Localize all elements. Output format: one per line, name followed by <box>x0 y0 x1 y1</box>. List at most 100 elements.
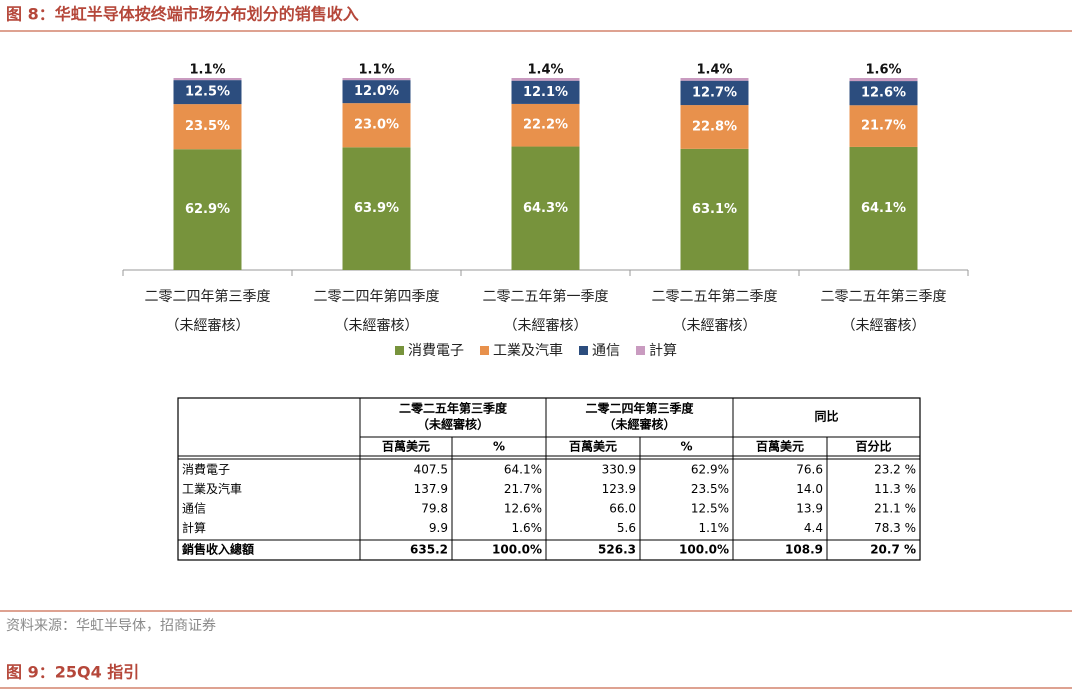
table-unit: % <box>493 440 505 454</box>
table-cell: 100.0% <box>492 543 542 557</box>
x-tick-label: （未經審核） <box>842 318 926 334</box>
table-cell: 78.3 % <box>874 521 916 535</box>
table-cell: 5.6 <box>617 521 636 535</box>
table-unit: 百萬美元 <box>569 439 617 454</box>
table-group-header: （未經審核） <box>417 417 489 432</box>
value-label: 12.5% <box>185 85 230 100</box>
table-cell: 108.9 <box>785 543 823 557</box>
table-unit: 百分比 <box>855 439 891 454</box>
x-tick-label: （未經審核） <box>335 318 419 334</box>
bar-segment <box>849 81 918 106</box>
value-label: 21.7% <box>861 119 906 134</box>
table-cell: 13.9 <box>796 502 823 516</box>
value-label: 62.9% <box>185 202 230 217</box>
table-cell: 1.1% <box>699 521 730 535</box>
bar-segment <box>342 147 411 270</box>
table-unit: 百萬美元 <box>756 439 804 454</box>
table-cell: 76.6 <box>796 463 823 477</box>
bar-segment <box>511 80 580 104</box>
table-cell: 12.6% <box>504 502 542 516</box>
legend-label: 計算 <box>649 343 677 359</box>
x-tick-label: 二零二五年第一季度 <box>483 288 609 305</box>
value-label: 1.4% <box>696 63 732 78</box>
table-cell: 330.9 <box>602 463 636 477</box>
table-cell: 123.9 <box>602 482 636 496</box>
bar-segment <box>511 146 580 270</box>
table-cell: 62.9% <box>691 463 729 477</box>
legend-swatch <box>395 346 404 355</box>
table-cell: 9.9 <box>429 521 448 535</box>
x-tick-label: （未經審核） <box>504 318 588 334</box>
bar-segment <box>342 78 411 81</box>
bar-segment <box>342 103 411 148</box>
x-tick-label: 二零二四年第四季度 <box>314 288 440 305</box>
table-cell: 1.6% <box>512 521 543 535</box>
bar-segment <box>342 80 411 104</box>
table-cell: 23.2 % <box>874 463 916 477</box>
table-cell: 21.1 % <box>874 502 916 516</box>
value-label: 63.9% <box>354 201 399 216</box>
table-cell: 4.4 <box>804 521 823 535</box>
value-label: 12.1% <box>523 85 568 100</box>
table-cell: 12.5% <box>691 502 729 516</box>
value-label: 12.7% <box>692 85 737 100</box>
table-cell: 20.7 % <box>870 543 916 557</box>
table-cell: 工業及汽車 <box>182 481 242 496</box>
legend-swatch <box>480 346 489 355</box>
bar-segment <box>173 149 242 270</box>
bar-segment <box>849 146 918 270</box>
bar-segment <box>849 105 918 147</box>
table-cell: 11.3 % <box>874 482 916 496</box>
bar-segment <box>680 80 749 106</box>
table-cell: 通信 <box>182 502 206 516</box>
table-cell: 消費電子 <box>182 462 230 477</box>
bar-segment <box>680 148 749 270</box>
legend-label: 工業及汽車 <box>493 342 563 359</box>
value-label: 22.8% <box>692 119 737 134</box>
table-cell: 79.8 <box>421 502 448 516</box>
table-cell: 21.7% <box>504 482 542 496</box>
value-label: 23.0% <box>354 118 399 133</box>
table-cell: 100.0% <box>679 543 729 557</box>
table-cell: 23.5% <box>691 482 729 496</box>
table-group-header: （未經審核） <box>603 417 675 432</box>
value-label: 23.5% <box>185 119 230 134</box>
legend-label: 消費電子 <box>408 343 464 359</box>
value-label: 63.1% <box>692 202 737 217</box>
legend-label: 通信 <box>592 343 620 359</box>
value-label: 12.6% <box>861 86 906 101</box>
value-label: 64.3% <box>523 201 568 216</box>
table-cell: 526.3 <box>598 543 636 557</box>
value-label: 64.1% <box>861 201 906 216</box>
table-cell: 計算 <box>182 520 206 535</box>
table-group-header: 同比 <box>814 409 838 424</box>
table-unit: 百萬美元 <box>382 439 430 454</box>
value-label: 1.1% <box>189 63 225 78</box>
next-figure-title: 图 9：25Q4 指引 <box>6 663 139 682</box>
value-label: 1.4% <box>527 63 563 78</box>
bar-segment <box>173 78 242 81</box>
bar-segment <box>511 78 580 81</box>
table-cell: 635.2 <box>410 543 448 557</box>
x-tick-label: 二零二五年第三季度 <box>821 288 947 305</box>
figure-title: 图 8：华虹半导体按终端市场分布划分的销售收入 <box>6 5 359 24</box>
table-cell: 14.0 <box>796 482 823 496</box>
legend-swatch <box>636 346 645 355</box>
bar-segment <box>511 103 580 147</box>
value-label: 1.6% <box>865 63 901 78</box>
table-unit: % <box>680 440 692 454</box>
table-frame <box>177 397 921 561</box>
table-group-header: 二零二五年第三季度 <box>399 401 508 416</box>
table-cell: 407.5 <box>414 463 448 477</box>
bar-segment <box>173 104 242 150</box>
source-note: 资料来源：华虹半导体，招商证券 <box>6 618 216 634</box>
value-label: 1.1% <box>358 63 394 78</box>
value-label: 12.0% <box>354 84 399 99</box>
bar-segment <box>173 80 242 105</box>
x-tick-label: （未經審核） <box>166 318 250 334</box>
x-tick-label: 二零二五年第二季度 <box>652 288 778 305</box>
table-group-header: 二零二四年第三季度 <box>585 401 694 416</box>
bar-segment <box>849 78 918 82</box>
value-label: 22.2% <box>523 118 568 133</box>
